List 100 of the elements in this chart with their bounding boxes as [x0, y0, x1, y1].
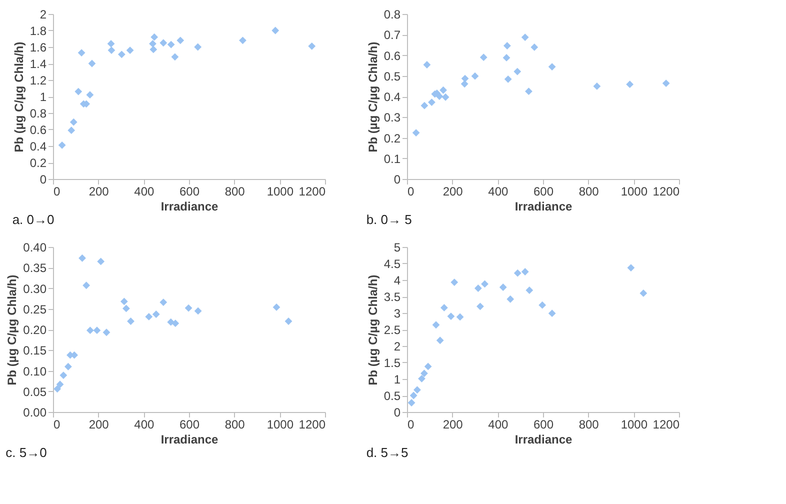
point — [413, 386, 421, 394]
point — [450, 278, 458, 286]
point — [514, 68, 522, 76]
x-tick-label: 600 — [533, 184, 554, 198]
x-tick-label: 800 — [578, 418, 600, 432]
y-axis-title: Pb (µg C/µg Chla/h) — [12, 42, 26, 152]
point — [102, 328, 110, 336]
point — [412, 129, 420, 137]
point — [471, 72, 479, 80]
x-axis-title: Irradiance — [160, 200, 218, 214]
x-tick-label: 400 — [488, 418, 508, 432]
point — [160, 39, 168, 47]
x-tick-label: 800 — [224, 184, 246, 198]
point — [548, 310, 556, 318]
point — [481, 280, 488, 288]
x-tick-label: 200 — [88, 184, 110, 198]
x-tick-label: 200 — [442, 418, 464, 432]
x-tick-label: 600 — [179, 184, 200, 198]
point — [54, 385, 62, 393]
y-tick-label: 0.2 — [384, 131, 401, 146]
x-axis-title: Irradiance — [514, 200, 572, 214]
x-tick-label: 1200 — [298, 184, 326, 198]
y-tick-label: 0.3 — [384, 110, 401, 125]
point — [593, 82, 601, 90]
x-tick-label: 1000 — [620, 418, 648, 432]
y-tick-label: 0.35 — [23, 261, 47, 276]
x-tick-label: 400 — [134, 184, 154, 198]
point — [108, 46, 116, 54]
point — [627, 264, 635, 272]
point — [184, 304, 192, 312]
point — [525, 88, 532, 96]
y-tick-label: 1 — [394, 372, 401, 386]
x-tick-label: 1200 — [652, 418, 680, 432]
point — [521, 268, 529, 276]
point — [56, 380, 64, 388]
x-axis-title: Irradiance — [160, 432, 218, 446]
point — [68, 126, 76, 134]
point — [526, 286, 534, 294]
y-tick-label: 0.25 — [23, 302, 47, 316]
point — [418, 374, 426, 382]
y-tick-label: 1 — [40, 90, 47, 104]
point — [126, 46, 134, 54]
point — [436, 336, 444, 344]
y-tick-label: 0 — [394, 406, 401, 420]
y-tick-label: 0.8 — [384, 8, 401, 22]
point — [167, 40, 175, 48]
point — [64, 362, 72, 370]
point — [171, 53, 179, 61]
point — [272, 26, 280, 34]
point — [436, 92, 444, 100]
point — [150, 46, 158, 54]
point — [428, 98, 436, 106]
point — [662, 80, 670, 88]
point — [122, 304, 130, 312]
y-tick-label: 0.1 — [384, 152, 401, 166]
y-tick-label: 1.8 — [30, 24, 47, 38]
point — [530, 44, 538, 51]
point — [149, 40, 156, 48]
point — [474, 284, 482, 292]
point — [150, 33, 158, 41]
y-tick-label: 2 — [394, 340, 401, 354]
y-tick-label: 5 — [394, 240, 401, 254]
y-tick-label: 0.20 — [23, 323, 47, 337]
point — [120, 298, 128, 306]
x-tick-label: 0 — [54, 184, 60, 198]
y-tick-label: 1.6 — [30, 40, 47, 54]
point — [640, 289, 648, 297]
y-tick-label: 0.05 — [23, 384, 47, 399]
y-tick-label: 0.7 — [384, 28, 401, 42]
point — [506, 295, 514, 303]
point — [82, 282, 90, 290]
point — [480, 54, 488, 62]
y-tick-label: 0.8 — [30, 106, 47, 120]
x-tick-label: 1200 — [298, 418, 326, 432]
point — [410, 392, 418, 400]
point — [461, 74, 469, 82]
y-tick-label: 2.5 — [384, 323, 401, 337]
point — [118, 50, 126, 58]
point — [514, 269, 522, 277]
point — [440, 86, 447, 94]
y-tick-label: 1.4 — [30, 57, 47, 71]
text: a. 0→0 — [12, 212, 54, 227]
x-tick-label: 0 — [408, 184, 414, 198]
y-axis-title: Pb (µg C/µg Chla/h) — [5, 274, 20, 386]
x-tick-label: 600 — [533, 418, 554, 432]
x-tick-label: 200 — [88, 418, 110, 432]
point — [145, 313, 153, 320]
point — [194, 43, 202, 51]
point — [442, 93, 450, 101]
y-axis-title: Pb (µg C/µg Chla/h) — [366, 42, 380, 152]
y-tick-label: 0.10 — [23, 364, 47, 378]
point — [78, 49, 86, 56]
point — [420, 102, 428, 110]
x-axis-title: Irradiance — [514, 432, 572, 446]
y-tick-label: 0.4 — [384, 90, 401, 104]
point — [127, 318, 134, 325]
y-tick-label: 0.5 — [384, 389, 401, 403]
point — [460, 80, 468, 88]
point — [176, 36, 184, 44]
x-tick-label: 800 — [224, 418, 246, 432]
